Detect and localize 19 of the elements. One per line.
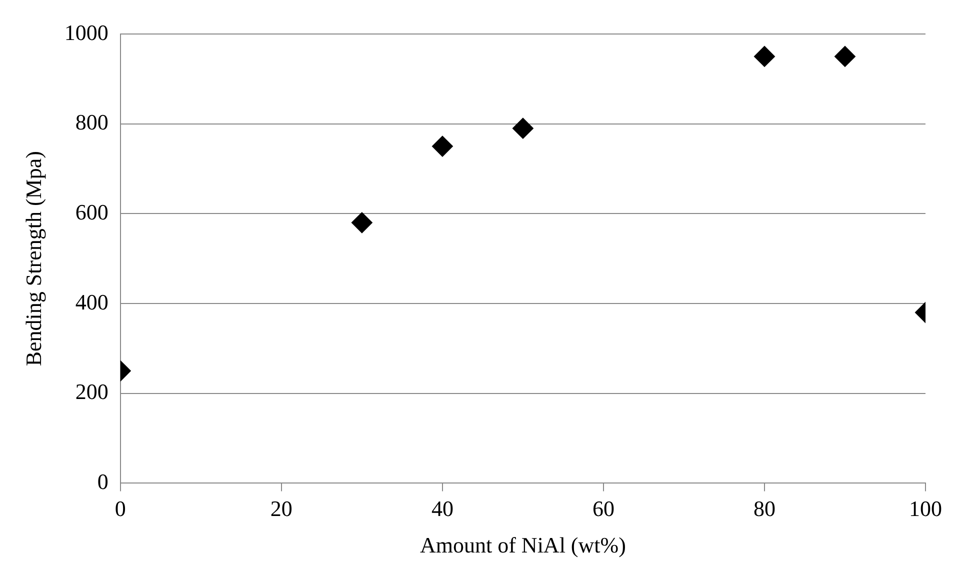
- x-tick-label: 20: [270, 496, 292, 522]
- x-tick-label: 100: [909, 496, 942, 522]
- point: [351, 212, 372, 234]
- point: [512, 118, 534, 139]
- x-axis-title: Amount of NiAl (wt%): [420, 532, 626, 558]
- x-tick-label: 40: [431, 496, 454, 522]
- x-tick-label: 0: [114, 496, 126, 522]
- x-tick-label: 80: [753, 496, 776, 522]
- x-tick-label: 60: [592, 496, 614, 522]
- y-tick-label: 600: [75, 199, 108, 224]
- y-tick-label: 200: [75, 379, 108, 404]
- y-tick-label: 1000: [64, 20, 108, 45]
- y-tick-label: 400: [75, 289, 108, 314]
- point: [432, 136, 453, 157]
- y-axis-title: Bending Strength (Mpa): [20, 151, 46, 366]
- point: [834, 46, 856, 67]
- y-tick-label: 0: [97, 468, 108, 494]
- y-tick-label: 800: [75, 110, 108, 135]
- point: [754, 46, 775, 67]
